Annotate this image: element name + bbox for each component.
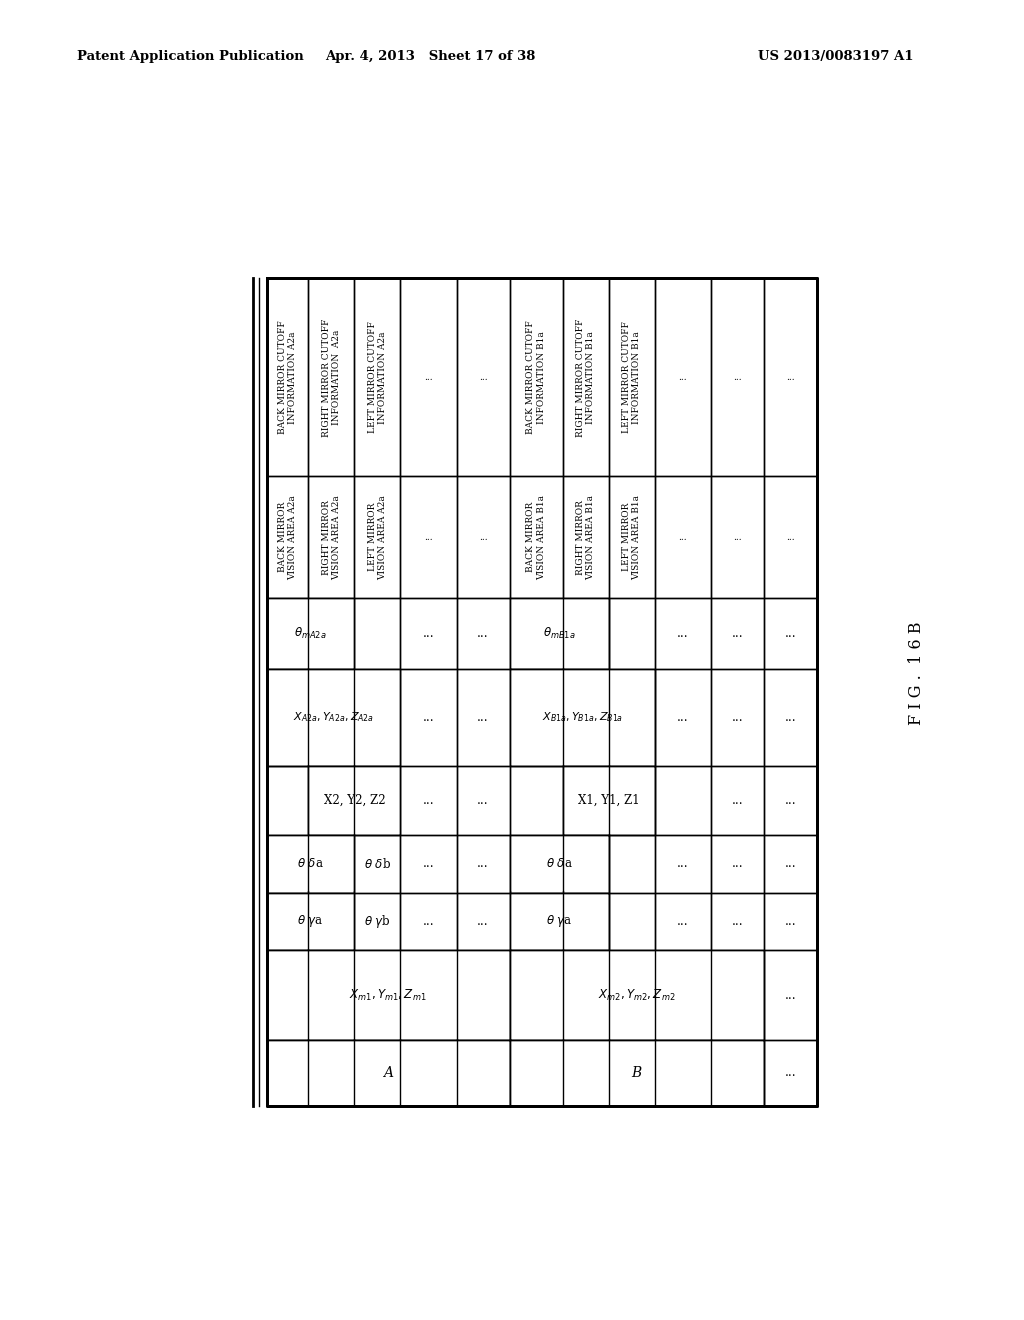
Text: $X_{m2},Y_{m2},Z_{m2}$: $X_{m2},Y_{m2},Z_{m2}$: [598, 987, 676, 1003]
Text: F I G .  1 6 B: F I G . 1 6 B: [908, 622, 925, 725]
Text: ...: ...: [677, 857, 688, 870]
Bar: [510, 671, 653, 764]
Bar: [510, 599, 608, 668]
Text: RIGHT MIRROR
VISION AREA B1a: RIGHT MIRROR VISION AREA B1a: [575, 495, 595, 579]
Text: ...: ...: [677, 711, 688, 723]
Text: ...: ...: [677, 627, 688, 640]
Text: $\theta$ $\gamma$a: $\theta$ $\gamma$a: [546, 913, 572, 929]
Text: ...: ...: [477, 857, 488, 870]
Bar: [267, 952, 509, 1039]
Text: A: A: [383, 1065, 393, 1080]
Text: RIGHT MIRROR CUTOFF
INFORMATION  A2a: RIGHT MIRROR CUTOFF INFORMATION A2a: [322, 318, 341, 437]
Text: ...: ...: [731, 793, 743, 807]
Bar: [563, 767, 653, 834]
Text: LEFT MIRROR CUTOFF
INFORMATION B1a: LEFT MIRROR CUTOFF INFORMATION B1a: [622, 321, 641, 433]
Bar: [267, 1040, 509, 1105]
Text: ...: ...: [731, 915, 743, 928]
Text: ...: ...: [479, 372, 487, 381]
Text: ...: ...: [784, 989, 796, 1002]
Text: ...: ...: [784, 915, 796, 928]
Text: ...: ...: [731, 711, 743, 723]
Text: ...: ...: [477, 793, 488, 807]
Bar: [267, 671, 399, 764]
Text: Patent Application Publication: Patent Application Publication: [77, 50, 303, 63]
Text: ...: ...: [423, 915, 434, 928]
Text: X1, Y1, Z1: X1, Y1, Z1: [578, 793, 639, 807]
Text: BACK MIRROR CUTOFF
INFORMATION B1a: BACK MIRROR CUTOFF INFORMATION B1a: [526, 321, 546, 434]
Text: $\theta$ $\delta$a: $\theta$ $\delta$a: [297, 857, 324, 870]
Text: ...: ...: [477, 915, 488, 928]
Bar: [267, 599, 353, 668]
Bar: [510, 894, 608, 949]
Text: $X_{m1},Y_{m1},Z_{m1}$: $X_{m1},Y_{m1},Z_{m1}$: [349, 987, 427, 1003]
Text: ...: ...: [786, 372, 795, 381]
Text: ...: ...: [786, 533, 795, 541]
Text: BACK MIRROR CUTOFF
INFORMATION A2a: BACK MIRROR CUTOFF INFORMATION A2a: [278, 321, 297, 434]
Text: BACK MIRROR
VISION AREA B1a: BACK MIRROR VISION AREA B1a: [526, 495, 546, 579]
Text: ...: ...: [733, 372, 741, 381]
Text: ...: ...: [678, 372, 687, 381]
Text: ...: ...: [733, 533, 741, 541]
Text: LEFT MIRROR
VISION AREA A2a: LEFT MIRROR VISION AREA A2a: [368, 495, 387, 579]
Bar: [510, 1040, 763, 1105]
Text: $\theta_{mB1a}$: $\theta_{mB1a}$: [543, 626, 575, 642]
Text: ...: ...: [784, 627, 796, 640]
Bar: [510, 836, 608, 891]
Text: $X_{B1a},Y_{B1a},Z_{B1a}$: $X_{B1a},Y_{B1a},Z_{B1a}$: [542, 710, 623, 725]
Text: LEFT MIRROR
VISION AREA B1a: LEFT MIRROR VISION AREA B1a: [622, 495, 641, 579]
Text: ...: ...: [423, 627, 434, 640]
Text: ...: ...: [731, 857, 743, 870]
Text: ...: ...: [731, 627, 743, 640]
Text: ...: ...: [423, 857, 434, 870]
Text: B: B: [632, 1065, 642, 1080]
Text: ...: ...: [423, 793, 434, 807]
Text: ...: ...: [677, 915, 688, 928]
Text: X2, Y2, Z2: X2, Y2, Z2: [324, 793, 385, 807]
Text: $X_{A2a},Y_{A2a},Z_{A2a}$: $X_{A2a},Y_{A2a},Z_{A2a}$: [293, 710, 374, 725]
Text: ...: ...: [479, 533, 487, 541]
Text: RIGHT MIRROR
VISION AREA A2a: RIGHT MIRROR VISION AREA A2a: [322, 495, 341, 579]
Text: ...: ...: [784, 793, 796, 807]
Bar: [267, 836, 353, 891]
Text: $\theta$ $\gamma$b: $\theta$ $\gamma$b: [364, 913, 391, 929]
Text: ...: ...: [423, 711, 434, 723]
Bar: [309, 767, 399, 834]
Text: RIGHT MIRROR CUTOFF
INFORMATION B1a: RIGHT MIRROR CUTOFF INFORMATION B1a: [575, 318, 595, 437]
Text: ...: ...: [784, 1067, 796, 1080]
Bar: [510, 952, 763, 1039]
Text: $\theta_{mA2a}$: $\theta_{mA2a}$: [294, 626, 327, 642]
Text: $\theta$ $\delta$a: $\theta$ $\delta$a: [546, 857, 572, 870]
Text: $\theta$ $\delta$b: $\theta$ $\delta$b: [364, 857, 391, 871]
Text: Apr. 4, 2013   Sheet 17 of 38: Apr. 4, 2013 Sheet 17 of 38: [325, 50, 536, 63]
Text: $\theta$ $\gamma$a: $\theta$ $\gamma$a: [297, 913, 324, 929]
Text: ...: ...: [678, 533, 687, 541]
Text: US 2013/0083197 A1: US 2013/0083197 A1: [758, 50, 913, 63]
Text: BACK MIRROR
VISION AREA A2a: BACK MIRROR VISION AREA A2a: [278, 495, 297, 579]
Text: ...: ...: [477, 627, 488, 640]
Text: LEFT MIRROR CUTOFF
INFORMATION A2a: LEFT MIRROR CUTOFF INFORMATION A2a: [368, 321, 387, 433]
Text: ...: ...: [784, 857, 796, 870]
Text: ...: ...: [477, 711, 488, 723]
Text: ...: ...: [424, 533, 433, 541]
Bar: [267, 894, 353, 949]
Text: ...: ...: [424, 372, 433, 381]
Text: ...: ...: [784, 711, 796, 723]
